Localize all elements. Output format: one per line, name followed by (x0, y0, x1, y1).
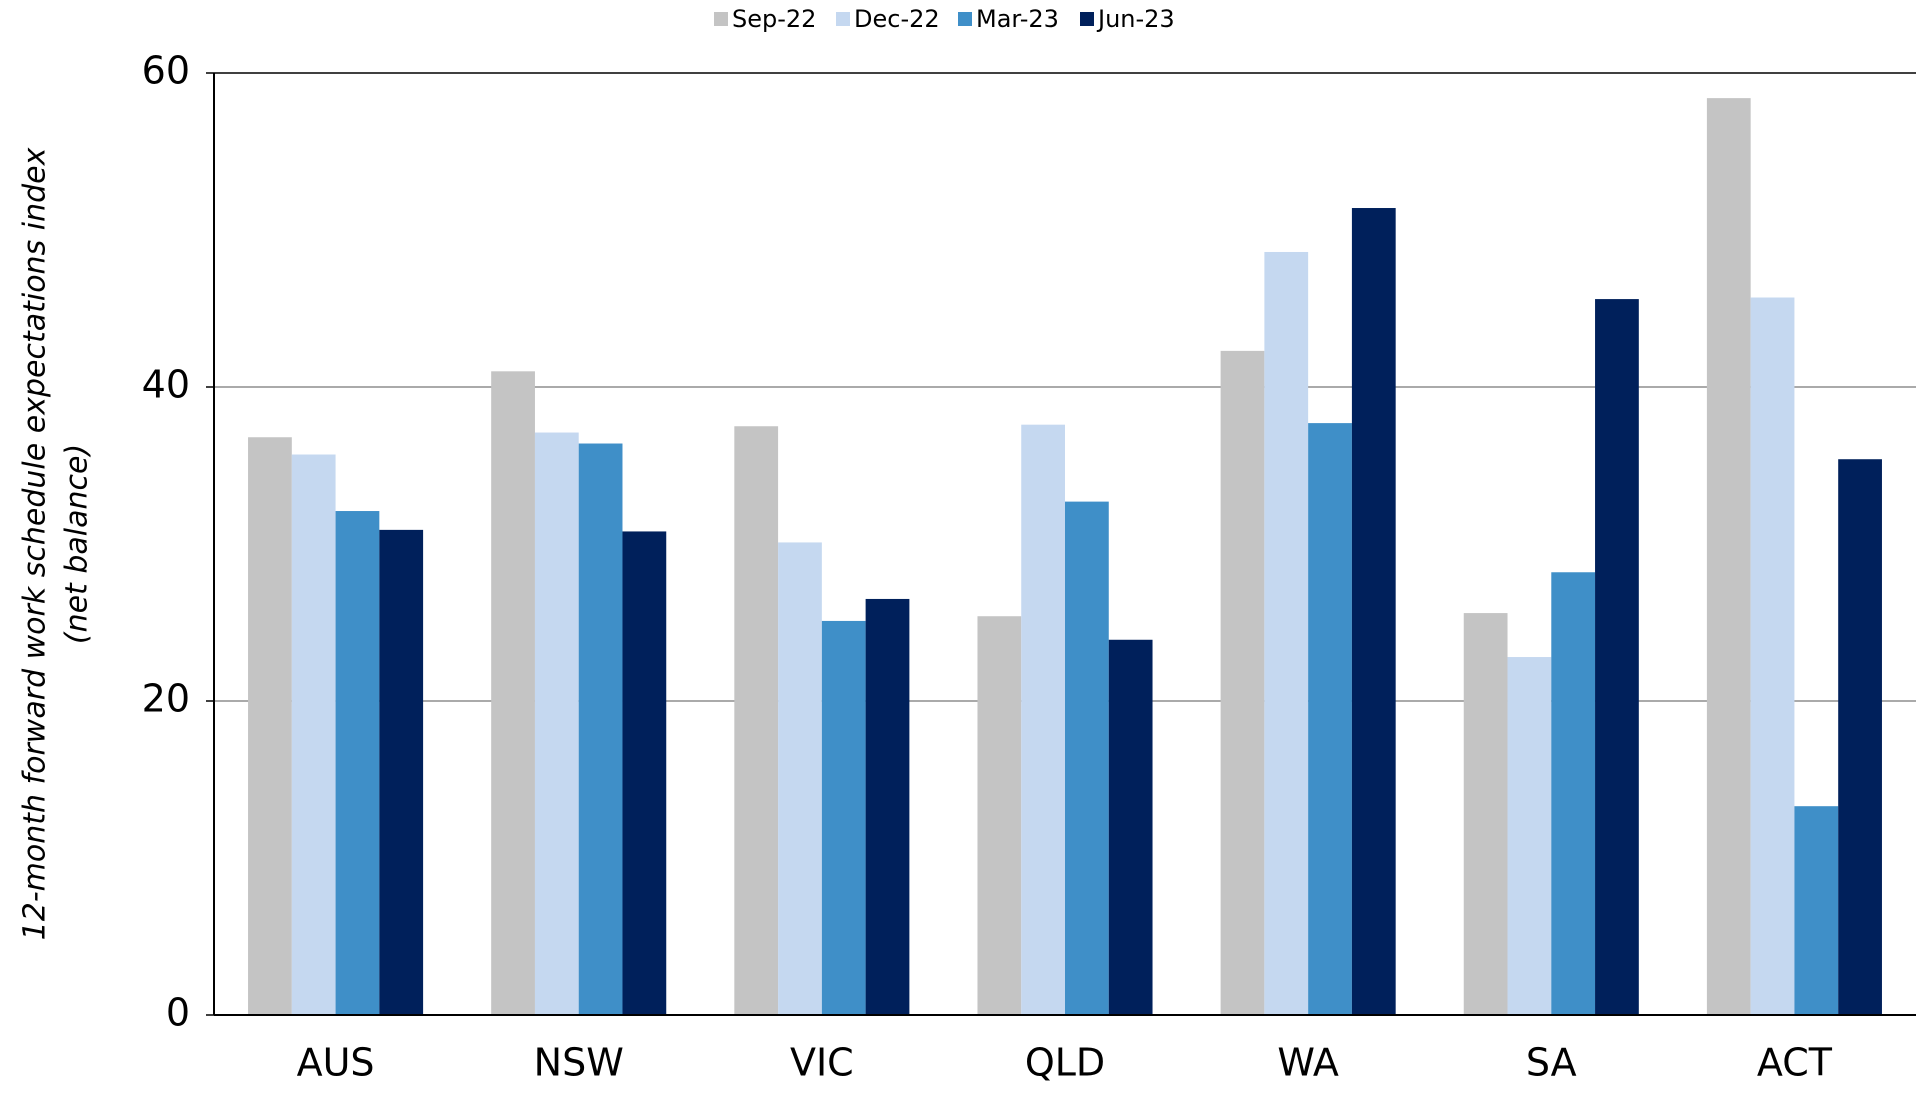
bar (1264, 251, 1309, 1016)
legend-label: Sep-22 (732, 5, 816, 33)
bar (1507, 657, 1552, 1015)
legend-label: Dec-22 (854, 5, 940, 33)
y-axis-label: (net balance) (60, 444, 95, 644)
bar (734, 426, 779, 1015)
y-tick-label: 40 (142, 363, 190, 407)
bar (291, 454, 336, 1015)
bar (1065, 501, 1109, 1015)
bar (1463, 613, 1508, 1015)
x-tick-label: WA (1277, 1041, 1339, 1085)
x-tick-label: VIC (790, 1041, 854, 1085)
y-tick-label: 60 (142, 49, 190, 93)
y-axis-label: 12-month forward work schedule expectati… (18, 147, 53, 940)
legend-swatch (836, 12, 850, 26)
bar (578, 443, 623, 1015)
bar (491, 371, 535, 1015)
legend-swatch (714, 12, 728, 26)
bar (1706, 98, 1751, 1016)
x-tick-label: SA (1526, 1041, 1577, 1085)
bar (1308, 423, 1352, 1015)
bar (1021, 424, 1065, 1015)
bar (1551, 572, 1596, 1015)
y-tick-label: 20 (142, 677, 190, 721)
bar (977, 616, 1022, 1015)
bar (379, 529, 424, 1015)
x-tick-label: NSW (534, 1041, 624, 1085)
bar (534, 432, 579, 1015)
legend-swatch (1080, 12, 1094, 26)
bar (248, 437, 292, 1015)
bar (821, 620, 866, 1015)
bar (1750, 297, 1795, 1015)
legend-label: Mar-23 (976, 5, 1059, 33)
bar (778, 542, 822, 1015)
bar (1108, 639, 1153, 1015)
bar (622, 531, 667, 1015)
legend-label: Jun-23 (1096, 5, 1175, 33)
bar (1595, 299, 1639, 1016)
bar (1838, 459, 1882, 1016)
bar (335, 511, 380, 1015)
bar (1351, 208, 1396, 1015)
x-tick-label: ACT (1757, 1041, 1833, 1085)
x-tick-label: AUS (297, 1041, 375, 1085)
bar (865, 598, 910, 1015)
legend-swatch (958, 12, 972, 26)
bar (1794, 806, 1839, 1015)
x-tick-label: QLD (1025, 1041, 1105, 1085)
y-tick-label: 0 (166, 991, 190, 1035)
bar (1220, 350, 1265, 1015)
